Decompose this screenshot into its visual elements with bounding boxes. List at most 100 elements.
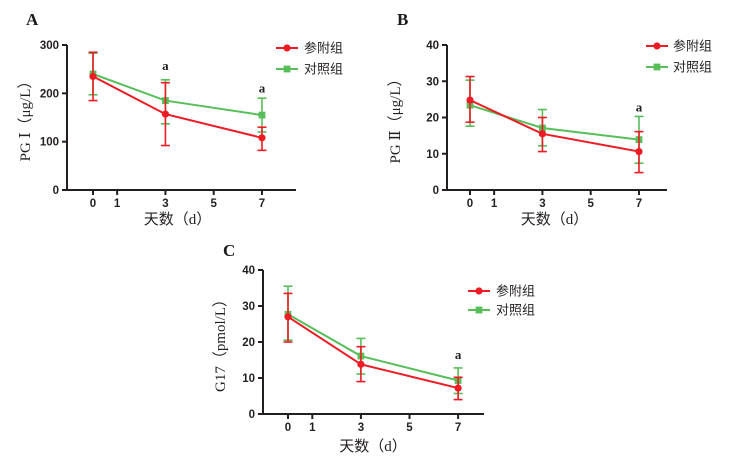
legend-label: 对照组 bbox=[673, 60, 712, 75]
y-axis-label: G17（pmol/L） bbox=[212, 292, 229, 392]
legend-item: 参附组 bbox=[646, 39, 712, 54]
legend-marker-circle bbox=[283, 44, 291, 52]
x-tick-label: 7 bbox=[455, 422, 461, 434]
series-对照组 bbox=[88, 52, 267, 133]
series-line bbox=[469, 104, 640, 141]
data-point-circle bbox=[161, 110, 170, 118]
y-tick-label: 0 bbox=[53, 185, 59, 197]
axes bbox=[62, 44, 296, 195]
significance-annotation: a bbox=[636, 99, 643, 114]
axes bbox=[258, 269, 484, 419]
data-point-circle bbox=[466, 96, 474, 104]
y-tick-label: 200 bbox=[40, 88, 59, 100]
y-tick-label: 30 bbox=[426, 76, 439, 88]
y-tick-label: 30 bbox=[242, 301, 255, 313]
x-tick-label: 0 bbox=[285, 422, 291, 434]
x-tick-label: 3 bbox=[162, 198, 168, 210]
x-tick-label: 5 bbox=[406, 422, 413, 434]
x-tick-label: 7 bbox=[636, 198, 642, 210]
x-tick-label: 5 bbox=[587, 198, 594, 210]
legend-marker-circle bbox=[475, 287, 483, 295]
y-axis-label: PG Ⅰ（μg/L） bbox=[17, 74, 34, 162]
panel-label-a: A bbox=[26, 10, 39, 29]
data-point-circle bbox=[538, 130, 547, 138]
legend-item: 对照组 bbox=[646, 60, 712, 75]
legend-item: 参附组 bbox=[276, 41, 343, 56]
tick-labels: 0 100 200 300 0 1 3 5 7 bbox=[40, 40, 265, 210]
significance-annotation: a bbox=[455, 347, 462, 362]
legend-item: 对照组 bbox=[468, 303, 535, 318]
legend-marker-circle bbox=[653, 42, 661, 50]
legend-label: 对照组 bbox=[304, 62, 343, 77]
significance-annotation: a bbox=[162, 58, 169, 73]
y-tick-label: 0 bbox=[249, 409, 255, 421]
y-tick-label: 20 bbox=[426, 113, 439, 125]
y-tick-label: 100 bbox=[40, 137, 59, 149]
series-对照组 bbox=[283, 285, 463, 395]
chart-b-plot: 0 10 20 30 40 0 1 3 5 7 天数（d） PG Ⅱ（μg/L） a 参附组对照组 bbox=[369, 0, 738, 233]
chart-panel-b: 0 10 20 30 40 0 1 3 5 7 天数（d） PG Ⅱ（μg/L） a 参附组对照组 B bbox=[369, 0, 738, 233]
x-tick-label: 7 bbox=[259, 198, 265, 210]
legend-label: 对照组 bbox=[496, 303, 535, 318]
y-tick-label: 0 bbox=[433, 185, 439, 197]
legend-label: 参附组 bbox=[673, 39, 712, 54]
x-axis-label: 天数（d） bbox=[339, 438, 407, 455]
x-tick-label: 3 bbox=[358, 422, 364, 434]
x-tick-label: 0 bbox=[90, 198, 96, 210]
legend-marker-square bbox=[475, 306, 483, 314]
series-line bbox=[469, 99, 640, 153]
series-line bbox=[92, 75, 263, 139]
x-tick-label: 1 bbox=[309, 422, 316, 434]
legend-item: 参附组 bbox=[468, 284, 535, 299]
significance-annotation: a bbox=[259, 80, 266, 95]
tick-labels: 0 10 20 30 40 0 1 3 5 7 bbox=[426, 40, 642, 210]
y-tick-label: 10 bbox=[426, 149, 439, 161]
data-point-circle bbox=[284, 313, 292, 321]
x-tick-label: 5 bbox=[210, 198, 217, 210]
y-tick-label: 10 bbox=[242, 373, 255, 385]
legend-label: 参附组 bbox=[496, 284, 535, 299]
chart-panel-a: 0 100 200 300 0 1 3 5 7 天数（d） PG Ⅰ（μg/L） a a 参附组对照组 A bbox=[0, 0, 369, 233]
x-axis-label: 天数（d） bbox=[144, 211, 212, 228]
series-line bbox=[92, 73, 263, 117]
data-point-circle bbox=[357, 360, 365, 368]
data-point-circle bbox=[89, 72, 97, 81]
y-tick-label: 40 bbox=[242, 265, 255, 277]
y-tick-label: 300 bbox=[40, 40, 59, 52]
y-tick-label: 20 bbox=[242, 337, 255, 349]
series-line bbox=[287, 315, 459, 390]
series-对照组 bbox=[465, 79, 644, 164]
legend-marker-square bbox=[653, 63, 661, 71]
panel-label-c: C bbox=[223, 241, 236, 260]
series-参附组 bbox=[465, 75, 644, 174]
x-tick-label: 1 bbox=[114, 198, 121, 210]
series-参附组 bbox=[283, 292, 463, 401]
legend-marker-square bbox=[283, 65, 291, 73]
axes bbox=[442, 44, 667, 195]
chart-c-plot: 0 10 20 30 40 0 1 3 5 7 天数（d） G17（pmol/L） a 参附组对照组 bbox=[180, 233, 560, 466]
y-axis-label: PG Ⅱ（μg/L） bbox=[387, 72, 404, 164]
legend-item: 对照组 bbox=[276, 62, 343, 77]
data-point-circle bbox=[635, 147, 643, 156]
x-tick-label: 1 bbox=[491, 198, 498, 210]
chart-panel-c: 0 10 20 30 40 0 1 3 5 7 天数（d） G17（pmol/L） a 参附组对照组 C bbox=[180, 233, 560, 466]
panel-label-b: B bbox=[397, 10, 409, 29]
x-tick-label: 3 bbox=[539, 198, 545, 210]
tick-labels: 0 10 20 30 40 0 1 3 5 7 bbox=[242, 265, 461, 434]
y-tick-label: 40 bbox=[426, 40, 439, 52]
legend-label: 参附组 bbox=[304, 41, 343, 56]
x-tick-label: 0 bbox=[467, 198, 473, 210]
series-参附组 bbox=[88, 51, 267, 152]
data-point-circle bbox=[454, 384, 462, 392]
series-line bbox=[287, 313, 459, 382]
data-point-square bbox=[258, 111, 266, 119]
chart-a-plot: 0 100 200 300 0 1 3 5 7 天数（d） PG Ⅰ（μg/L） a a 参附组对照组 bbox=[0, 0, 369, 233]
x-axis-label: 天数（d） bbox=[521, 211, 589, 228]
